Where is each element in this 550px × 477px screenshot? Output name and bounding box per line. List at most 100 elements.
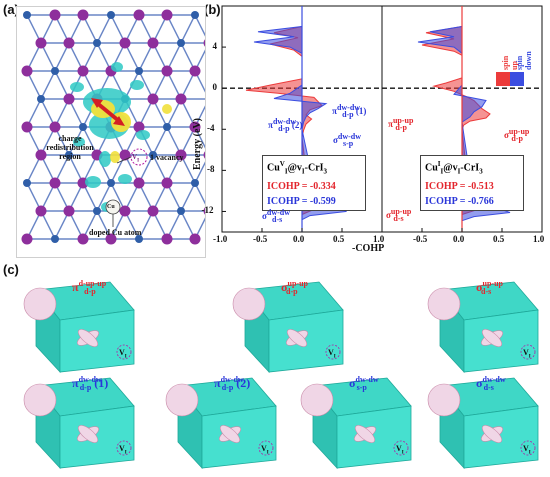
iodine-atom: [77, 65, 89, 77]
label-sigma-dw-ds: σdw-dwd-s: [262, 208, 291, 224]
iodine-atom: [63, 205, 75, 217]
left-icohp-up: ICOHP = -0.334: [267, 181, 336, 193]
orbital-cube: VI σdw-dwd-s: [410, 372, 544, 470]
x-tick-label: 0.5: [333, 234, 345, 244]
cube-orbital-label: σup-upd-s: [476, 279, 503, 297]
vacancy-circle-icon: [520, 440, 536, 456]
cu-atom-text: Cu: [107, 204, 115, 210]
x-tick-label: 1.0: [373, 234, 385, 244]
chromium-atom: [65, 151, 73, 159]
orbital-sphere: [300, 383, 334, 417]
iodine-atom: [133, 121, 145, 133]
iodine-atom: [189, 233, 201, 245]
chromium-atom: [149, 151, 157, 159]
x-tick-label: -0.5: [253, 234, 268, 244]
x-axis-title: -COHP: [352, 243, 385, 254]
orbital-sphere: [427, 287, 461, 321]
vacancy-circle-icon: [116, 440, 132, 456]
iodine-atom: [77, 233, 89, 245]
lattice-bond: [180, 182, 196, 212]
chromium-atom: [37, 95, 45, 103]
legend-up-swatch: [496, 72, 510, 86]
iodine-atom: [21, 233, 33, 245]
vacancy-circle-icon: [325, 344, 341, 360]
chromium-atom: [135, 235, 143, 243]
iodine-atom: [35, 205, 47, 217]
x-tick-label: 0.5: [493, 234, 505, 244]
legend-down-text: spin down: [515, 51, 533, 70]
iodine-atom: [49, 9, 61, 21]
iodine-atom: [133, 9, 145, 21]
label-sigma-dw-sp: σdw-dws-p: [333, 132, 362, 148]
iodine-atom: [49, 177, 61, 189]
chromium-atom: [163, 123, 171, 131]
iodine-atom: [175, 149, 187, 161]
iodine-atom: [147, 93, 159, 105]
orbital-cube: VI πdw-dwd-p (2): [148, 372, 282, 470]
iodine-atom: [63, 37, 75, 49]
doped-cu-text: doped Cu atom: [89, 228, 142, 237]
orbital-lobe: [77, 329, 99, 347]
left-icohp-down: ICOHP = -0.599: [267, 196, 336, 208]
left-box-title: CuVI@vI-CrI3: [267, 160, 328, 176]
iodine-atom: [49, 121, 61, 133]
spin-down-area: [253, 25, 348, 221]
iodine-atom: [161, 233, 173, 245]
x-tick-label: -1.0: [213, 234, 228, 244]
panel-a-label: (a): [3, 2, 19, 17]
lattice-svg: [21, 9, 205, 245]
orbital-lobe: [219, 425, 241, 443]
panel-c-label: (c): [3, 262, 19, 277]
chromium-atom: [79, 123, 87, 131]
legend-down-swatch: [510, 72, 524, 86]
right-icohp-up: ICOHP = -0.513: [425, 181, 494, 193]
iodine-atom: [147, 37, 159, 49]
iodine-atom: [161, 177, 173, 189]
chromium-atom: [191, 179, 199, 187]
orbital-sphere: [23, 287, 57, 321]
label-pi-dw-dp-1: πdw-dwd-p (1): [332, 103, 367, 119]
y-tick-label: -4: [207, 123, 215, 134]
cube-drawing: [300, 377, 412, 470]
orbital-sphere: [232, 287, 266, 321]
cube-orbital-label: σup-upd-p: [281, 279, 308, 297]
orbital-sphere: [427, 383, 461, 417]
iodine-atom: [119, 149, 131, 161]
orbital-lobe: [481, 425, 503, 443]
panel-b-label: (b): [204, 2, 221, 17]
cube-drawing: [165, 377, 277, 470]
lattice-bond: [40, 70, 56, 100]
iodine-atom: [147, 205, 159, 217]
orbital-cube: VI σdw-dws-p: [283, 372, 417, 470]
cube-orbital-label: πd-up-upd-p: [72, 279, 107, 297]
label-pi-dw-dp-2: πdw-dwd-p (2): [268, 117, 303, 133]
charge-region-text: charge redistribution region: [46, 134, 94, 161]
lattice-bond: [96, 14, 112, 44]
cube-orbital-label: πdw-dwd-p (1): [72, 375, 109, 393]
orbital-lobe: [77, 425, 99, 443]
vacancy-circle-icon: [116, 344, 132, 360]
chromium-atom: [51, 67, 59, 75]
vacancy-circle-icon: [258, 440, 274, 456]
orbital-cube: VI πdw-dwd-p (1): [6, 372, 140, 470]
x-tick-label: -0.5: [413, 234, 428, 244]
chromium-atom: [107, 179, 115, 187]
iodine-atom: [63, 93, 75, 105]
iodine-atom: [203, 151, 205, 159]
vacancy-mark: VI: [119, 444, 127, 456]
label-pi-up-dp: πup-upd-p: [388, 116, 414, 132]
chromium-atom: [23, 179, 31, 187]
chromium-atom: [191, 11, 199, 19]
lattice-bond: [152, 126, 168, 156]
vacancy-mark: VI: [523, 348, 531, 360]
orbital-lobe: [354, 425, 376, 443]
iodine-atom: [119, 205, 131, 217]
vacancy-circle-icon: [520, 344, 536, 360]
lattice-bond: [194, 161, 205, 184]
iodine-atom: [189, 65, 201, 77]
orbital-lobe: [286, 329, 308, 347]
iodine-atom: [133, 177, 145, 189]
vacancy-mark: VI: [119, 348, 127, 360]
iodine-atom: [161, 9, 173, 21]
iodine-atom: [203, 39, 205, 47]
